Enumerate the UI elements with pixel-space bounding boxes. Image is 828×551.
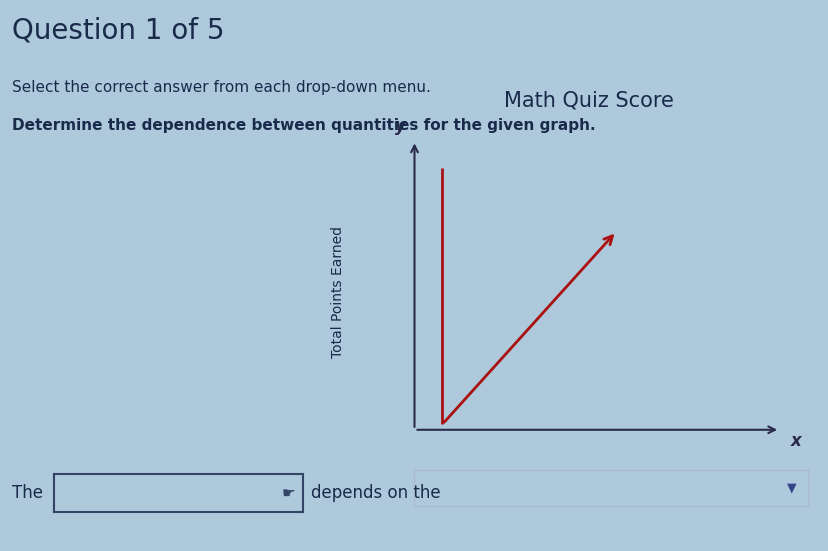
Text: ▼: ▼ — [786, 481, 796, 494]
Text: Number of Correct
Answers: Number of Correct Answers — [523, 479, 652, 510]
Text: Total Points Earned: Total Points Earned — [330, 226, 344, 358]
Text: Determine the dependence between quantities for the given graph.: Determine the dependence between quantit… — [12, 118, 595, 133]
Text: depends on the: depends on the — [310, 484, 440, 502]
Text: x: x — [790, 432, 801, 450]
Text: ☛: ☛ — [282, 485, 295, 501]
Text: Select the correct answer from each drop-down menu.: Select the correct answer from each drop… — [12, 80, 431, 95]
Text: y: y — [395, 117, 406, 135]
Text: The: The — [12, 484, 43, 502]
Text: Math Quiz Score: Math Quiz Score — [503, 90, 672, 110]
Text: Question 1 of 5: Question 1 of 5 — [12, 17, 224, 45]
